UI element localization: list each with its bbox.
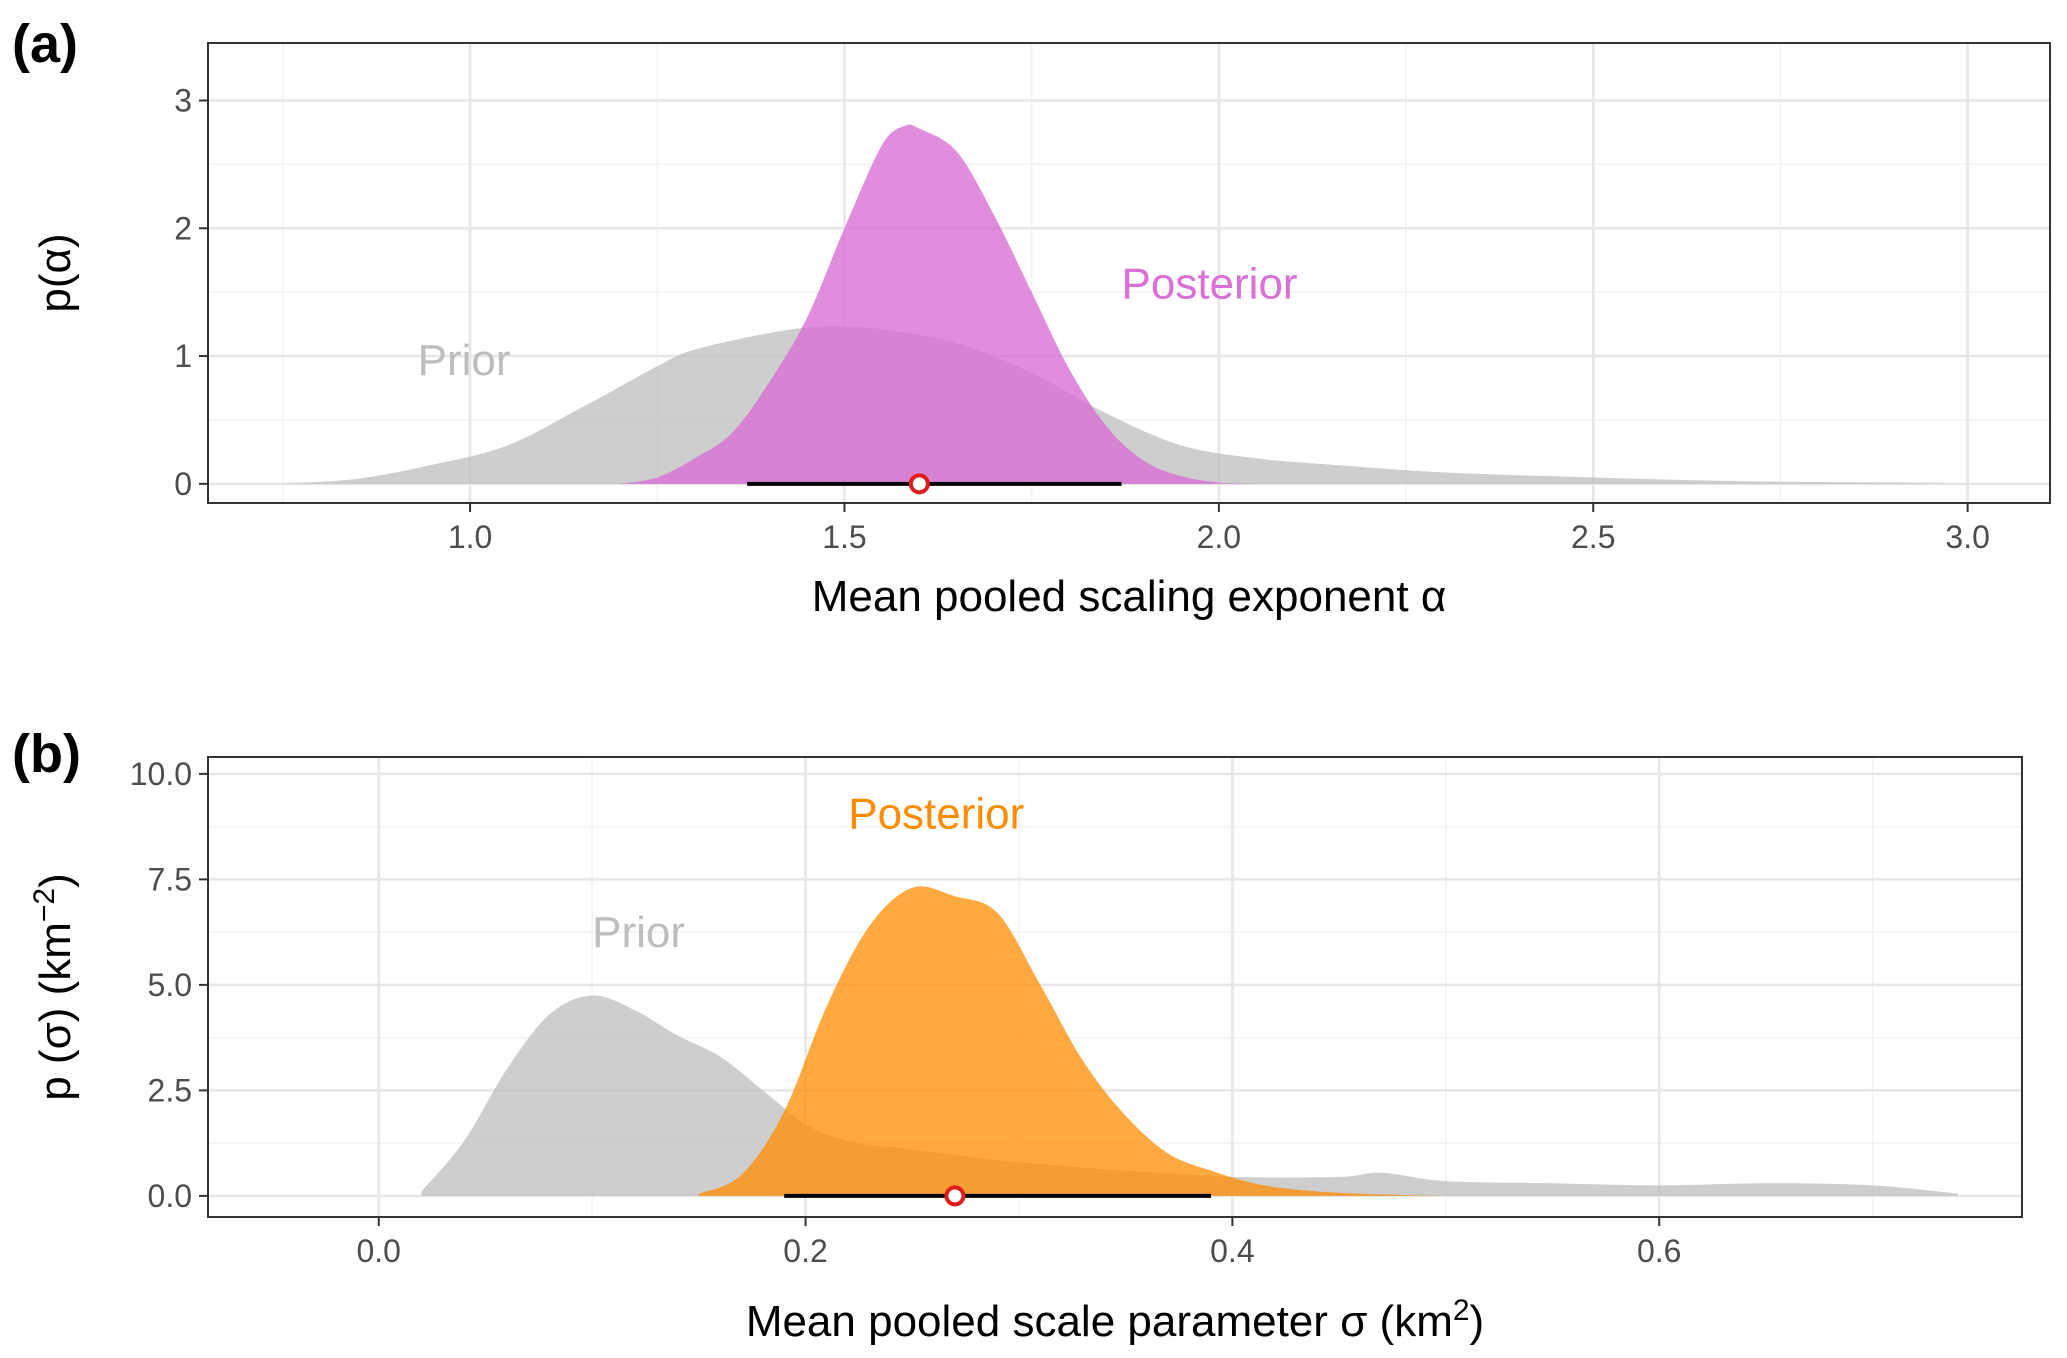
x-tick-label: 0.4	[1210, 1233, 1254, 1269]
panel-a-frame	[207, 42, 2051, 504]
x-tick-label: 3.0	[1945, 519, 1989, 555]
curve-label-posterior: Posterior	[1122, 260, 1298, 309]
density-area-posterior	[698, 886, 1446, 1196]
x-tick-label: 0.2	[783, 1233, 827, 1269]
panel-b-y-axis-label: p (σ) (km−2)	[28, 873, 80, 1101]
x-tick-label: 1.0	[448, 519, 492, 555]
x-tick-label: 2.5	[1571, 519, 1615, 555]
panel-a-tag: (a)	[12, 14, 78, 74]
point-estimate-marker	[908, 473, 930, 495]
panel-b-x-axis-label-sup: 2	[1453, 1294, 1470, 1327]
panel-a: (a) 1.0 1.5 2.0 2.5 3.0 0 1 2 3 Prior Posterior M…	[12, 14, 2051, 621]
panel-a-x-axis-label: Mean pooled scaling exponent α	[812, 572, 1447, 621]
panel-b-x-axis-label: Mean pooled scale parameter σ (km2)	[746, 1294, 1484, 1346]
y-tick-label: 0.0	[148, 1178, 192, 1214]
panel-a-y-axis-label: p(α)	[31, 233, 80, 312]
y-tick-label: 3	[174, 83, 192, 119]
panel-b-frame	[207, 756, 2023, 1218]
curve-label-prior: Prior	[418, 336, 511, 385]
curve-label-posterior: Posterior	[848, 790, 1024, 839]
panel-b-interval	[784, 1185, 1212, 1207]
panel-b-curve-labels: Prior Posterior	[592, 790, 1024, 957]
density-area-prior	[282, 326, 1953, 484]
y-tick-label: 7.5	[148, 861, 192, 897]
y-tick-label: 5.0	[148, 967, 192, 1003]
panel-a-curve-labels: Prior Posterior	[418, 260, 1298, 386]
x-tick-label: 2.0	[1197, 519, 1241, 555]
x-tick-label: 0.6	[1637, 1233, 1681, 1269]
panel-b-y-axis-label-end: )	[31, 873, 80, 888]
y-tick-label: 1	[174, 338, 192, 374]
x-tick-label: 0.0	[356, 1233, 400, 1269]
panel-b-y-axis-label-sup: −2	[28, 888, 61, 922]
panel-b-x-axis-label-main: Mean pooled scale parameter σ (km	[746, 1297, 1453, 1346]
y-tick-label: 0	[174, 466, 192, 502]
panel-a-interval	[747, 473, 1122, 495]
panel-b-density-areas	[421, 886, 1958, 1196]
y-tick-label: 2.5	[148, 1072, 192, 1108]
y-tick-label: 2	[174, 210, 192, 246]
x-tick-label: 1.5	[822, 519, 866, 555]
y-tick-label: 10.0	[130, 756, 192, 792]
panel-b-tag: (b)	[12, 724, 81, 784]
panel-b-x-axis-label-end: )	[1470, 1297, 1485, 1346]
point-estimate-marker	[944, 1185, 966, 1207]
panel-a-ticks: 1.0 1.5 2.0 2.5 3.0 0 1 2 3	[174, 83, 1990, 556]
panel-b-y-axis-label-main: p (σ) (km	[31, 922, 80, 1101]
curve-label-prior: Prior	[592, 908, 685, 957]
panel-b: (b) 0.0 0.2 0.4 0.6 0.0 2.5 5.0 7.5 10.0 Prior Po…	[12, 724, 2023, 1346]
panel-a-density-areas	[282, 124, 1953, 484]
panel-b-ticks: 0.0 0.2 0.4 0.6 0.0 2.5 5.0 7.5 10.0	[130, 756, 1682, 1269]
density-area-posterior	[619, 124, 1257, 484]
